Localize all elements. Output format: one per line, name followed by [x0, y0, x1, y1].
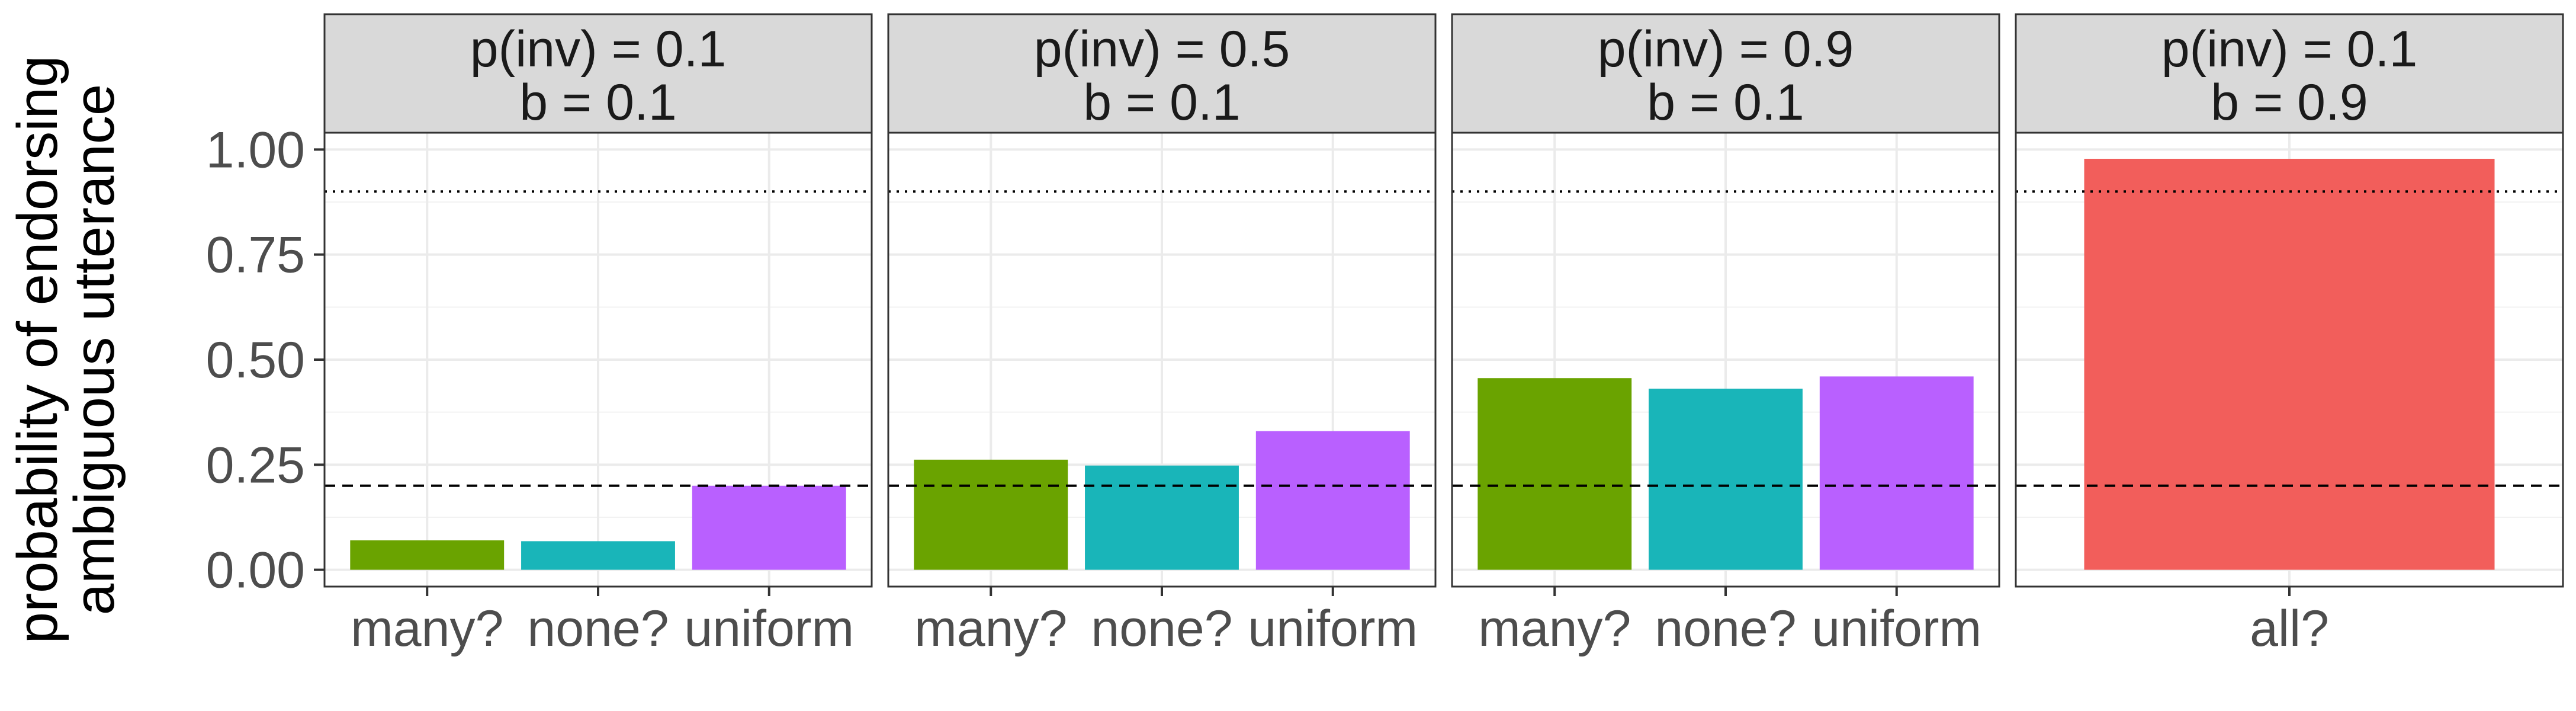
x-tick-label: none?: [527, 600, 669, 657]
bar-none: [1649, 388, 1803, 570]
bar-none: [1085, 465, 1239, 570]
facet-panel-2: p(inv) = 0.5b = 0.1 many? none? uniform: [887, 13, 1437, 657]
x-tick-label: many?: [351, 600, 503, 657]
facet-strip: [323, 13, 873, 134]
facet-strip-label: p(inv) = 0.5: [1034, 21, 1290, 78]
facet-strip-label: p(inv) = 0.1: [470, 21, 727, 78]
y-axis-ticks: 0.00 0.25 0.50 0.75 1.00: [206, 121, 325, 599]
bar-uniform: [692, 485, 846, 570]
bar-many: [350, 540, 505, 570]
facet-panel-4: p(inv) = 0.1b = 0.9 all?: [2015, 13, 2564, 657]
facet-strip-label: b = 0.9: [2211, 74, 2368, 131]
bar-all: [2084, 158, 2495, 570]
facet-strip-label: b = 0.1: [519, 74, 676, 131]
y-tick-label: 0.00: [206, 542, 305, 599]
facet-strip-label: b = 0.1: [1647, 74, 1804, 131]
facet-panel-1: p(inv) = 0.1b = 0.1 many? none? uniform: [323, 13, 873, 657]
bar-none: [521, 541, 675, 570]
x-tick-label: none?: [1091, 600, 1232, 657]
x-tick-label: many?: [1478, 600, 1631, 657]
bar-uniform: [1255, 431, 1410, 570]
x-tick-label: uniform: [1811, 600, 1981, 657]
facet-strip-label: p(inv) = 0.9: [1598, 21, 1854, 78]
facet-strip: [887, 13, 1437, 134]
facet-strip-label: p(inv) = 0.1: [2161, 21, 2418, 78]
x-tick-label: uniform: [1248, 600, 1418, 657]
bar-uniform: [1819, 376, 1974, 570]
y-axis-title-line-1: probability of endorsing: [6, 56, 69, 644]
y-axis-title: probability of endorsing ambiguous utter…: [6, 56, 126, 644]
y-tick-label: 1.00: [206, 121, 305, 178]
facet-panel-3: p(inv) = 0.9b = 0.1 many? none? uniform: [1451, 13, 2000, 657]
y-tick-label: 0.25: [206, 437, 305, 494]
y-tick-label: 0.50: [206, 332, 305, 389]
facet-strip: [1451, 13, 2000, 134]
facet-strip-label: b = 0.1: [1083, 74, 1240, 131]
facet-strip: [2015, 13, 2564, 134]
x-tick-label: many?: [914, 600, 1067, 657]
x-tick-label: none?: [1655, 600, 1796, 657]
x-tick-label: uniform: [684, 600, 854, 657]
y-axis-title-line-2: ambiguous utterance: [63, 84, 126, 616]
bar-many: [1477, 378, 1632, 570]
bar-many: [914, 459, 1068, 570]
x-tick-label: all?: [2250, 600, 2329, 657]
y-tick-label: 0.75: [206, 227, 305, 284]
